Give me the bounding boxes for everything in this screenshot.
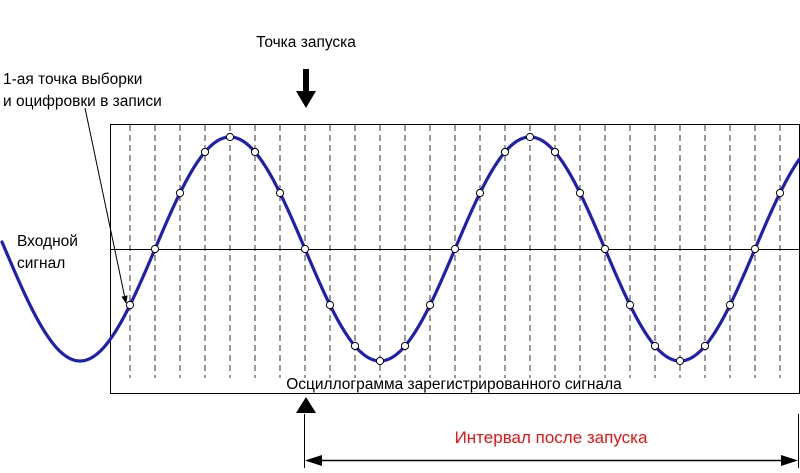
sample-point [725, 300, 735, 310]
sample-point [575, 188, 585, 198]
waveform-caption: Осциллограмма зарегистрированного сигнал… [286, 376, 622, 393]
sample-point [500, 147, 510, 157]
sample-point [700, 341, 710, 351]
sample-point [550, 147, 560, 157]
sample-point [375, 356, 385, 366]
sample-point [250, 147, 260, 157]
sample-point [475, 188, 485, 198]
input-signal-waveform [0, 135, 800, 363]
input-signal-label-line2: сигнал [17, 255, 65, 272]
sample-point [200, 147, 210, 157]
sample-time-lines [129, 125, 781, 378]
sample-point [350, 341, 360, 351]
sample-point [650, 341, 660, 351]
sample-point [750, 244, 760, 254]
sample-point [675, 356, 685, 366]
first-sample-label-line1: 1-ая точка выборки [3, 71, 142, 88]
sample-point [775, 188, 785, 198]
trigger-point-label: Точка запуска [256, 34, 356, 51]
sample-point [625, 300, 635, 310]
sample-point [175, 188, 185, 198]
sample-point [600, 244, 610, 254]
post-trigger-interval-label: Интервал после запуска [455, 428, 648, 447]
sample-point [300, 244, 310, 254]
sample-point [275, 188, 285, 198]
first-sample-label-line2: и оцифровки в записи [3, 93, 162, 110]
input-signal-label-line1: Входной [17, 233, 78, 250]
sample-point [225, 132, 235, 142]
trigger-arrow-icon [296, 69, 316, 108]
trigger-marker-up-icon [296, 397, 316, 413]
sample-point [125, 300, 135, 310]
sample-point [425, 300, 435, 310]
sample-points [125, 132, 785, 366]
first-sample-pointer [84, 107, 128, 304]
post-trigger-interval-bracket [304, 414, 799, 468]
sample-point [325, 300, 335, 310]
sample-point [525, 132, 535, 142]
sample-point [400, 341, 410, 351]
sample-point [450, 244, 460, 254]
sample-point [150, 244, 160, 254]
